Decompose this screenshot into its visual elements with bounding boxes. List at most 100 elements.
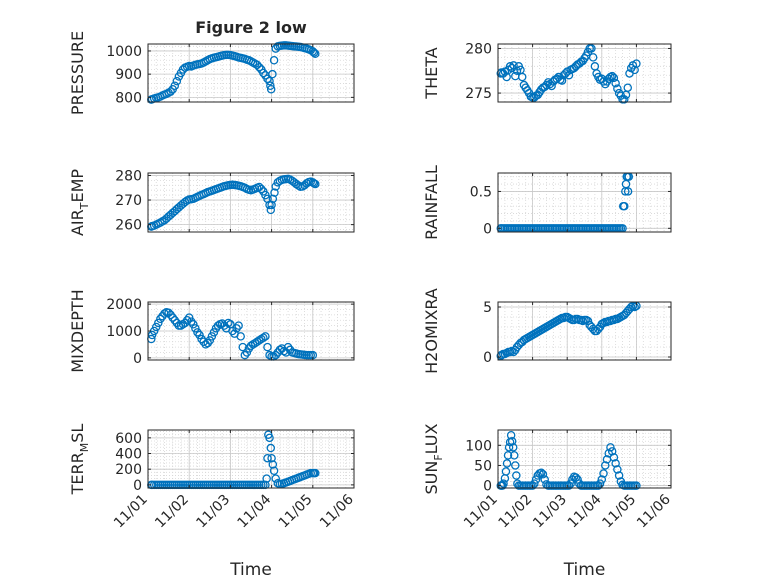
data-point [267, 453, 276, 463]
data-point [499, 479, 508, 488]
data-point [160, 309, 169, 318]
y-axis-label-main: RAINFALL [422, 165, 441, 240]
y-tick-label: 280 [465, 41, 492, 57]
data-point [205, 336, 215, 345]
data-point [261, 332, 270, 341]
y-axis-label-main: PRESSURE [68, 31, 87, 115]
data-point [263, 74, 272, 84]
axes-background [498, 430, 671, 488]
data-point [269, 466, 279, 476]
data-point [607, 447, 617, 456]
data-point [238, 342, 248, 352]
data-point [620, 95, 629, 104]
x-ticks [497, 44, 672, 102]
data-point [503, 451, 513, 460]
data-point [538, 470, 548, 479]
data-point [566, 479, 575, 488]
y-axis-label-main: AIR [68, 209, 87, 236]
y-tick-label: 260 [115, 218, 142, 234]
data-point [268, 69, 277, 79]
data-point [537, 468, 546, 477]
data-point [266, 205, 276, 215]
data-point [530, 479, 539, 488]
y-tick-label: 270 [115, 193, 142, 209]
data-point [224, 318, 233, 328]
y-tick-label: 900 [115, 67, 142, 83]
data-point [614, 471, 624, 480]
data-point [147, 330, 157, 340]
data-point [263, 453, 272, 463]
y-axis-label-tail: SL [68, 424, 87, 443]
data-point [309, 48, 319, 57]
x-ticks [147, 302, 355, 360]
data-point [601, 461, 610, 470]
data-series [496, 301, 641, 361]
data-point [166, 87, 175, 96]
data-point [236, 332, 245, 341]
data-point [259, 68, 268, 78]
data-point [557, 76, 567, 85]
y-axis-label: PRESSURE [68, 31, 87, 115]
data-point [511, 461, 520, 470]
y-tick-label: 400 [115, 447, 142, 463]
y-tick-label: 0 [133, 351, 142, 367]
data-point [311, 49, 320, 58]
x-axis-label: Time [563, 560, 606, 580]
subplot-6: 0 5 H2OMIXRA [422, 288, 672, 374]
data-point [265, 76, 274, 86]
data-point [501, 467, 511, 476]
y-tick-label: 50 [474, 458, 492, 474]
y-tick-label: 0 [133, 478, 142, 494]
y-axis-label-tail: LUX [422, 423, 441, 454]
data-point [266, 84, 276, 94]
data-point [154, 318, 163, 328]
y-axis-label-main: THETA [422, 47, 441, 99]
axes-box [497, 172, 672, 233]
data-point [588, 53, 598, 62]
data-point [269, 55, 279, 65]
data-point [502, 459, 512, 468]
data-point [184, 313, 194, 322]
y-axis-label-main: MIXDEPTH [68, 289, 87, 372]
major-grid [148, 302, 354, 360]
chart-title: Figure 2 low [195, 18, 307, 37]
data-point [308, 178, 318, 187]
y-tick-label: 275 [465, 86, 492, 102]
data-series [496, 430, 641, 490]
data-point [311, 179, 320, 189]
data-series [147, 307, 318, 361]
y-ticks: 275 280 [465, 41, 671, 102]
data-point [195, 330, 204, 340]
data-point [632, 59, 641, 68]
y-tick-label: 800 [115, 90, 142, 106]
data-point [620, 201, 629, 211]
y-axis-label: TERRMSL [68, 424, 91, 496]
y-tick-label: 1000 [106, 44, 142, 60]
data-point [308, 47, 318, 56]
y-tick-label: 200 [115, 462, 142, 478]
axes-box [147, 429, 355, 489]
y-axis-label-main: H2OMIXRA [422, 288, 441, 374]
data-point [512, 66, 522, 76]
data-point [506, 430, 516, 440]
data-point [613, 84, 622, 93]
data-point [257, 184, 266, 194]
y-ticks: 0 1000 2000 [106, 297, 354, 367]
y-tick-label: 100 [465, 438, 492, 454]
subplot-3: 260 270 280 AIRTEMP [68, 168, 355, 236]
data-point [508, 443, 518, 452]
data-point [597, 475, 607, 484]
data-point [267, 200, 276, 210]
y-axis-label: RAINFALL [422, 165, 441, 240]
y-ticks: 0 50 100 [465, 438, 671, 495]
data-point [164, 308, 173, 317]
data-point [599, 469, 608, 478]
data-series [147, 174, 320, 231]
y-tick-label: 280 [115, 168, 142, 184]
data-point [266, 81, 275, 91]
data-point [270, 188, 279, 197]
data-point [611, 79, 620, 88]
y-tick-label: 0 [483, 350, 492, 366]
